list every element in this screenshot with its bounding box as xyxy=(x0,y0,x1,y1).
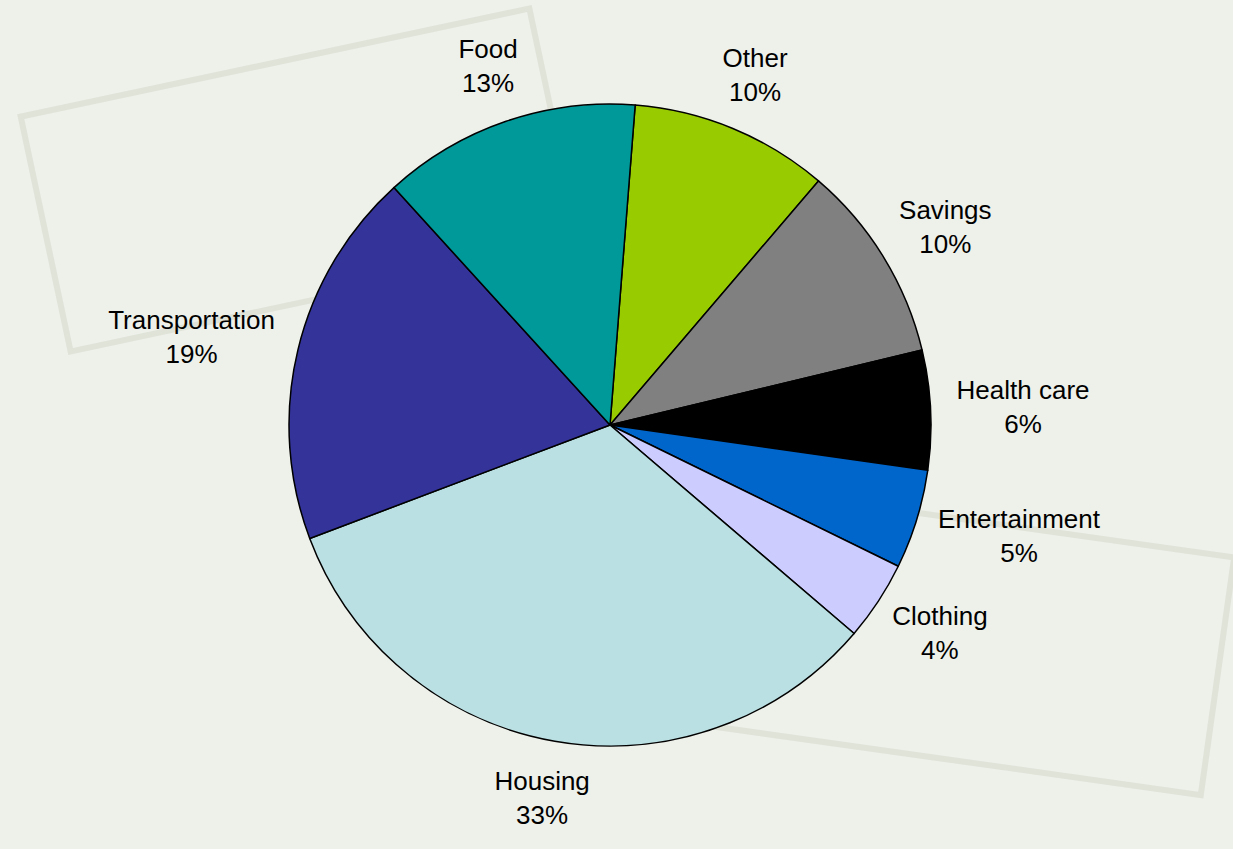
slice-label: Food 13% xyxy=(458,34,517,98)
value-label: 6% xyxy=(1004,409,1042,439)
value-label: 5% xyxy=(1000,538,1038,568)
slice-label: Clothing 4% xyxy=(892,601,987,665)
slice-label: Other 10% xyxy=(723,43,788,107)
labels: Other 10% Savings 10% Health care 6% Entertain… xyxy=(108,34,1101,830)
category-label: Health care xyxy=(957,375,1090,405)
value-label: 10% xyxy=(729,77,781,107)
category-label: Food xyxy=(458,34,517,64)
category-label: Clothing xyxy=(892,601,987,631)
category-label: Other xyxy=(723,43,788,73)
pie-slice xyxy=(394,104,635,425)
category-label: Entertainment xyxy=(938,504,1101,534)
value-label: 10% xyxy=(919,229,971,259)
value-label: 19% xyxy=(166,339,218,369)
background-fill xyxy=(0,0,1233,849)
category-label: Savings xyxy=(899,195,992,225)
slice-label: Entertainment 5% xyxy=(938,504,1101,568)
slices xyxy=(289,104,931,746)
value-label: 13% xyxy=(462,68,514,98)
slice-label: Health care 6% xyxy=(957,375,1090,439)
slice-label: Housing 33% xyxy=(494,766,589,830)
slice-label: Transportation 19% xyxy=(108,305,275,369)
value-label: 33% xyxy=(516,800,568,830)
slice-label: Savings 10% xyxy=(899,195,992,259)
background xyxy=(0,0,1233,849)
value-label: 4% xyxy=(921,635,959,665)
chart: Other 10% Savings 10% Health care 6% Entertain… xyxy=(0,0,1233,849)
category-label: Transportation xyxy=(108,305,275,335)
category-label: Housing xyxy=(494,766,589,796)
